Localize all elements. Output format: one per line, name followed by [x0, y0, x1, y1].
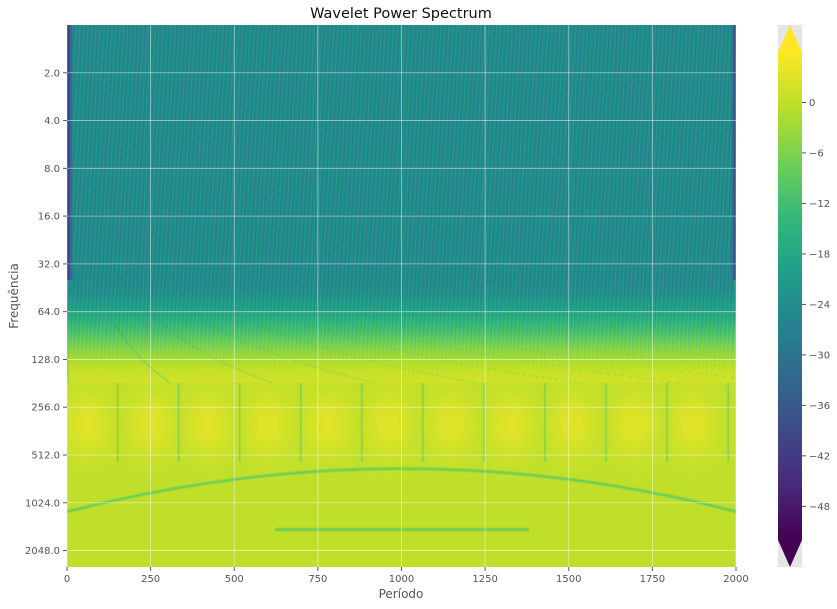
- y-tick-label: 2.0: [44, 68, 60, 79]
- x-tick-label: 1000: [389, 574, 414, 585]
- y-tick-label: 8.0: [44, 164, 60, 175]
- x-tick-label: 750: [308, 574, 327, 585]
- colorbar-tick-label: −30: [809, 350, 830, 361]
- y-tick-label: 64.0: [38, 307, 60, 318]
- y-axis-label: Frequência: [7, 263, 21, 329]
- y-tick-label: 32.0: [38, 259, 60, 270]
- chart-title: Wavelet Power Spectrum: [310, 6, 492, 22]
- colorbar-ticks: 0 −6 −12 −18 −24 −30 −36 −42 −48: [802, 98, 830, 513]
- x-tick-label: 1250: [472, 574, 497, 585]
- y-tick-label: 16.0: [38, 212, 60, 223]
- x-tick-label: 2000: [723, 574, 748, 585]
- colorbar-tick-label: −42: [809, 451, 830, 462]
- colorbar: 0 −6 −12 −18 −24 −30 −36 −42 −48: [778, 25, 830, 567]
- y-tick-label: 256.0: [31, 403, 60, 414]
- colorbar-tick-label: −48: [809, 502, 830, 513]
- x-tick-label: 250: [141, 574, 160, 585]
- colorbar-tick-label: −6: [809, 148, 824, 159]
- x-axis-label: Período: [379, 587, 424, 601]
- x-axis: 0 250 500 750 1000 1250 1500 1750 2000: [64, 567, 749, 585]
- x-tick-label: 1500: [556, 574, 581, 585]
- x-tick-label: 1750: [640, 574, 665, 585]
- x-tick-label: 0: [64, 574, 70, 585]
- y-tick-label: 512.0: [31, 450, 60, 461]
- colorbar-gradient: [778, 52, 802, 540]
- colorbar-tick-label: −12: [809, 199, 830, 210]
- colorbar-tick-label: −36: [809, 401, 830, 412]
- y-axis: 2.0 4.0 8.0 16.0 32.0 64.0 128.0 256.0 512.0 1024…: [25, 68, 67, 557]
- x-tick-label: 500: [225, 574, 244, 585]
- y-tick-label: 4.0: [44, 116, 60, 127]
- colorbar-tick-label: −24: [809, 300, 830, 311]
- colorbar-tick-label: 0: [809, 98, 815, 109]
- y-tick-label: 128.0: [31, 355, 60, 366]
- y-tick-label: 1024.0: [25, 498, 60, 509]
- colorbar-tick-label: −18: [809, 249, 830, 260]
- y-tick-label: 2048.0: [25, 546, 60, 557]
